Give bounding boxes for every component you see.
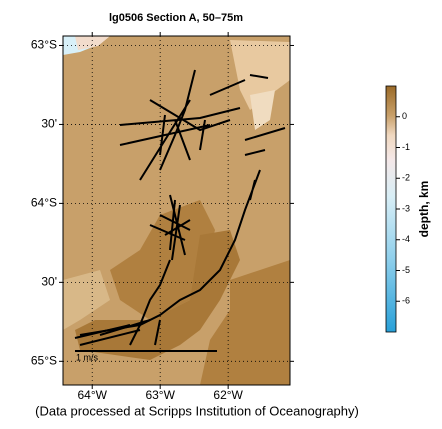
colorbar-tick-label: -6 [402, 296, 410, 306]
colorbar-tick-label: -1 [402, 142, 410, 152]
scale-label: 1 m/s [76, 352, 99, 362]
lat-label: 63°S [31, 38, 57, 52]
lon-label: 64°W [77, 388, 107, 402]
colorbar-label: depth, km [417, 181, 431, 238]
map-frame [62, 35, 291, 386]
current-vectors [74, 69, 286, 352]
lon-label: 63°W [145, 388, 175, 402]
lat-label: 30' [41, 275, 57, 289]
colorbar-tick-label: -3 [402, 203, 410, 213]
terrain [63, 36, 290, 385]
colorbar-tick-label: -4 [402, 234, 410, 244]
colorbar-tick-label: -5 [402, 265, 410, 275]
lat-label: 30' [41, 117, 57, 131]
lat-label: 65°S [31, 353, 57, 367]
footer: (Data processed at Scripps Institution o… [35, 403, 359, 418]
colorbar-tick-label: 0 [402, 111, 407, 121]
colorbar [385, 85, 397, 333]
lon-label: 62°W [213, 388, 243, 402]
map-title: lg0506 Section A, 50–75m [109, 12, 243, 24]
colorbar-tick-label: -2 [402, 173, 410, 183]
lat-label: 64°S [31, 196, 57, 210]
